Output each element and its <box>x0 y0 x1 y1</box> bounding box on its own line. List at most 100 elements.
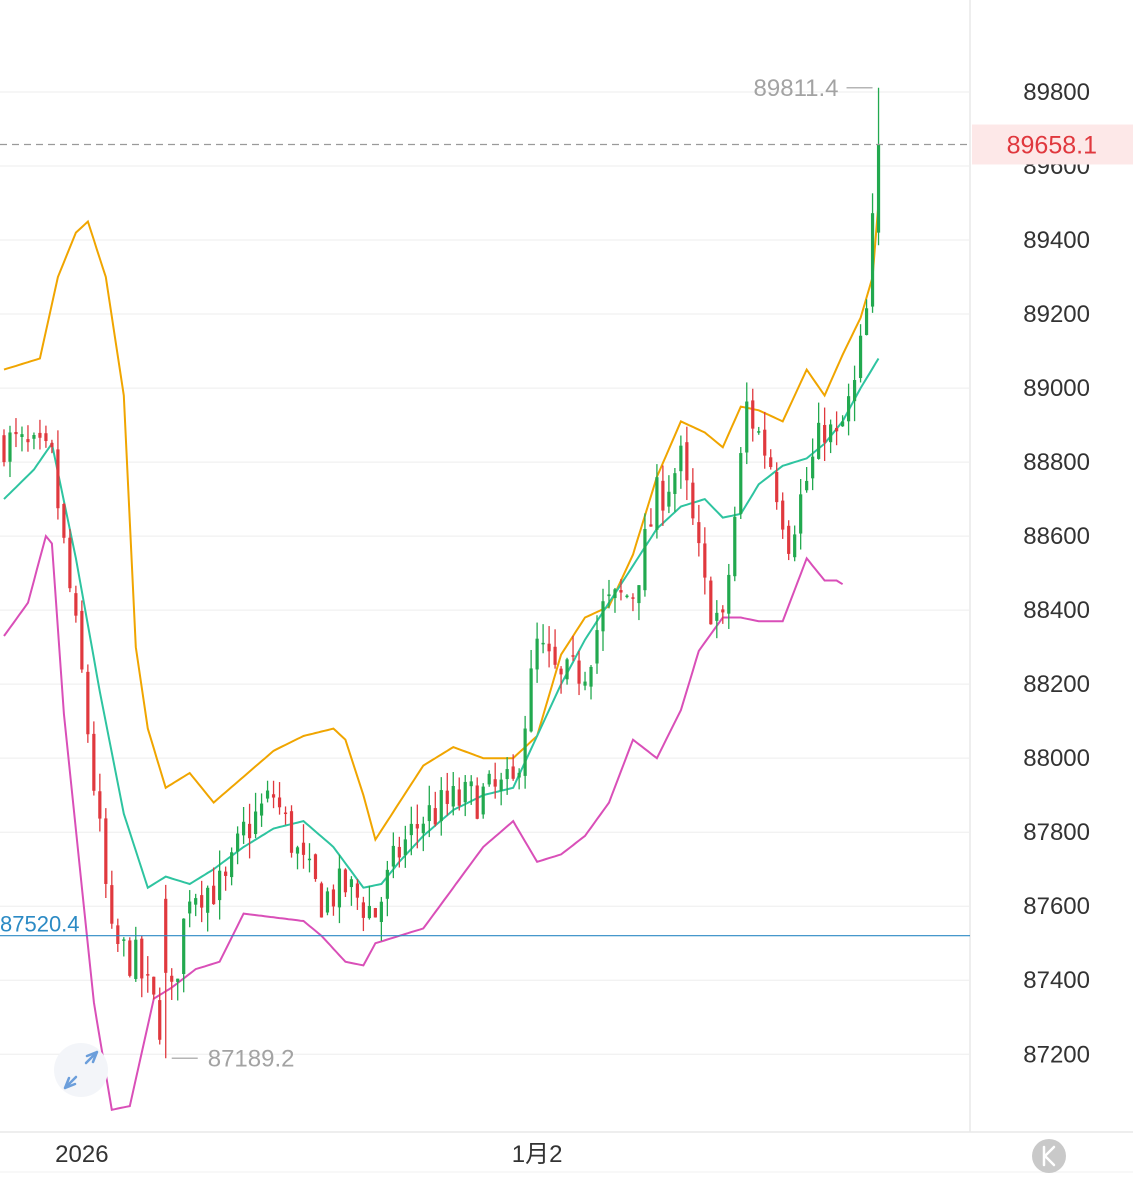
k-icon[interactable] <box>1032 1139 1066 1173</box>
candle-body <box>607 594 611 597</box>
y-tick-label: 88200 <box>1023 671 1090 698</box>
candle-body <box>841 421 845 427</box>
candle-body <box>247 823 252 839</box>
candle-body <box>140 938 144 979</box>
x-tick-label: 1月2 <box>512 1141 563 1168</box>
reference-lines: 89658.1 87520.4 <box>0 124 1133 937</box>
ui-controls[interactable] <box>54 1043 1066 1173</box>
candle-body <box>265 790 270 799</box>
x-tick-label: 2026 <box>55 1141 108 1168</box>
candle-body <box>535 638 539 670</box>
candle-body <box>559 668 563 675</box>
candle-body <box>583 681 587 686</box>
candle-body <box>793 534 797 558</box>
x-axis-ticks: 2026 1月2 <box>55 1141 562 1168</box>
y-tick-label: 88400 <box>1023 597 1090 624</box>
candle-body <box>565 659 569 680</box>
y-tick-label: 89800 <box>1023 79 1090 106</box>
high-annotation-label: 89811.4 <box>754 75 839 102</box>
candle-body <box>253 811 258 835</box>
y-tick-label: 88600 <box>1023 523 1090 550</box>
candle-body <box>68 537 72 589</box>
candle-body <box>625 595 629 598</box>
lower-band-line <box>3 533 844 1111</box>
candle-body <box>589 666 593 687</box>
candle-body <box>122 939 126 941</box>
candle-body <box>463 781 467 803</box>
candle-body <box>823 424 827 443</box>
candle-body <box>283 812 288 815</box>
candle-body <box>224 871 228 876</box>
candle-body <box>14 432 18 435</box>
candle-body <box>230 852 234 878</box>
candle-body <box>493 779 497 787</box>
candle-body <box>373 908 377 918</box>
candle-body <box>38 432 42 438</box>
candle-body <box>757 431 761 433</box>
y-tick-label: 87200 <box>1023 1041 1090 1068</box>
candle-body <box>619 590 623 593</box>
candle-body <box>739 453 743 514</box>
y-tick-label: 87800 <box>1023 819 1090 846</box>
candle-body <box>277 797 282 808</box>
candle-body <box>367 905 371 919</box>
candle-body <box>643 528 647 591</box>
candle-body <box>397 846 401 858</box>
candle-body <box>697 522 701 544</box>
candle-body <box>2 435 6 463</box>
candle-body <box>541 642 545 645</box>
candle-body <box>745 401 749 453</box>
annotations: 89811.4 87189.2 <box>171 75 873 1072</box>
candle-body <box>271 794 276 798</box>
y-tick-label: 88000 <box>1023 745 1090 772</box>
candle-body <box>158 1000 162 1040</box>
candle-body <box>26 439 30 443</box>
candle-body <box>56 449 60 509</box>
candle-body <box>379 901 383 923</box>
candle-body <box>805 480 809 491</box>
candle-body <box>661 480 665 511</box>
candle-body <box>74 593 78 616</box>
candle-body <box>817 422 821 459</box>
candle-body <box>32 435 36 439</box>
candle-body <box>194 898 198 905</box>
candle-body <box>403 839 407 855</box>
candle-body <box>409 823 413 836</box>
candle-body <box>242 821 246 836</box>
candle-body <box>218 870 222 901</box>
candle-body <box>439 790 443 822</box>
candle-body <box>667 491 671 507</box>
candle-body <box>212 885 216 905</box>
candle-body <box>206 887 210 913</box>
candle-body <box>727 574 731 614</box>
candle-body <box>511 766 515 779</box>
candle-body <box>343 869 348 893</box>
candle-body <box>200 895 204 908</box>
candle-body <box>92 733 96 791</box>
y-tick-label: 87400 <box>1023 967 1090 994</box>
candle-body <box>236 833 240 852</box>
candle-body <box>799 494 803 534</box>
expand-arrows <box>63 1050 99 1090</box>
candle-body <box>146 974 150 976</box>
last-price-badge <box>972 124 1133 165</box>
k-icon-glyph <box>1042 1145 1056 1167</box>
candle-body <box>176 978 180 982</box>
candle-body <box>289 811 294 853</box>
candle-body <box>319 883 324 918</box>
candle-body <box>679 445 683 472</box>
y-tick-label: 89400 <box>1023 227 1090 254</box>
candle-body <box>487 773 491 785</box>
candle-body <box>415 824 419 829</box>
candle-body <box>62 504 66 538</box>
candle-body <box>337 868 342 908</box>
expand-icon[interactable] <box>54 1043 108 1097</box>
candle-body <box>499 779 503 791</box>
candle-body <box>182 918 186 974</box>
candle-body <box>763 429 767 456</box>
candle-body <box>787 525 791 554</box>
candle-body <box>44 433 48 442</box>
